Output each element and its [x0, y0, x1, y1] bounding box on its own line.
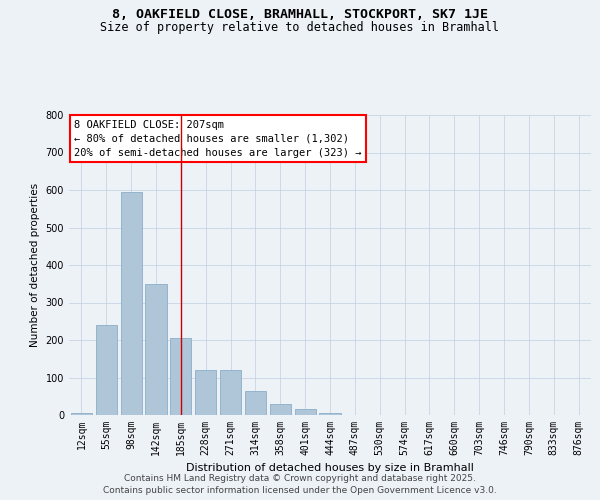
Bar [270, 404, 291, 415]
Bar [220, 370, 241, 415]
Bar [145, 284, 167, 415]
Bar [121, 192, 142, 415]
Bar [195, 370, 216, 415]
Bar [71, 413, 92, 415]
Text: 8, OAKFIELD CLOSE, BRAMHALL, STOCKPORT, SK7 1JE: 8, OAKFIELD CLOSE, BRAMHALL, STOCKPORT, … [112, 8, 488, 20]
Text: Size of property relative to detached houses in Bramhall: Size of property relative to detached ho… [101, 21, 499, 34]
X-axis label: Distribution of detached houses by size in Bramhall: Distribution of detached houses by size … [186, 464, 474, 473]
Text: 8 OAKFIELD CLOSE: 207sqm
← 80% of detached houses are smaller (1,302)
20% of sem: 8 OAKFIELD CLOSE: 207sqm ← 80% of detach… [74, 120, 362, 158]
Bar [319, 413, 341, 415]
Text: Contains HM Land Registry data © Crown copyright and database right 2025.
Contai: Contains HM Land Registry data © Crown c… [103, 474, 497, 495]
Bar [245, 390, 266, 415]
Bar [96, 325, 117, 415]
Bar [295, 408, 316, 415]
Bar [170, 338, 191, 415]
Y-axis label: Number of detached properties: Number of detached properties [30, 183, 40, 347]
